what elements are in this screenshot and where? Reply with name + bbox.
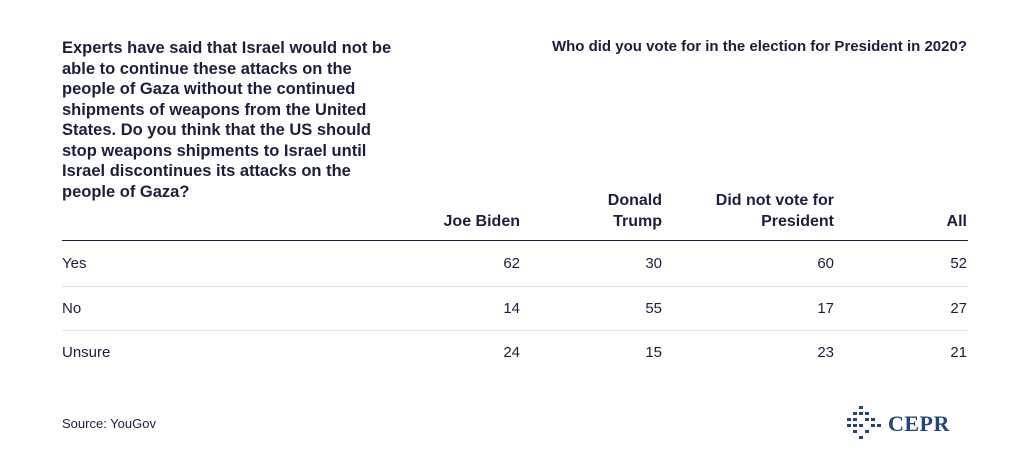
cell-unsure-did-not-vote: 23	[817, 344, 834, 361]
source-note: Source: YouGov	[62, 416, 156, 431]
cell-yes-donald-trump: 30	[645, 255, 662, 272]
column-header-joe-biden: Joe Biden	[443, 212, 520, 230]
row-divider	[62, 330, 968, 331]
column-group-header: Who did you vote for in the election for…	[551, 38, 967, 55]
cell-yes-did-not-vote: 60	[817, 255, 834, 272]
cepr-logo-text: CEPR	[888, 411, 950, 436]
row-label-yes: Yes	[62, 255, 87, 272]
column-header-donald-trump: Donald Trump	[607, 192, 662, 230]
cell-yes-all: 52	[950, 255, 967, 272]
cepr-logo: CEPR	[846, 404, 950, 444]
cepr-logo-mark-icon	[847, 406, 881, 439]
cell-unsure-donald-trump: 15	[645, 344, 662, 361]
survey-question: Experts have said that Israel would not …	[62, 39, 392, 201]
cell-no-did-not-vote: 17	[817, 300, 834, 317]
cell-unsure-joe-biden: 24	[503, 344, 520, 361]
cell-unsure-all: 21	[950, 344, 967, 361]
cell-no-all: 27	[950, 300, 967, 317]
column-header-all: All	[946, 212, 967, 230]
cell-no-donald-trump: 55	[645, 300, 662, 317]
column-header-did-not-vote: Did not vote for President	[715, 192, 834, 230]
row-label-no: No	[62, 300, 82, 317]
header-rule	[62, 240, 968, 241]
row-divider	[62, 286, 968, 287]
row-label-unsure: Unsure	[62, 344, 111, 361]
cell-no-joe-biden: 14	[503, 300, 520, 317]
cell-yes-joe-biden: 62	[503, 255, 520, 272]
